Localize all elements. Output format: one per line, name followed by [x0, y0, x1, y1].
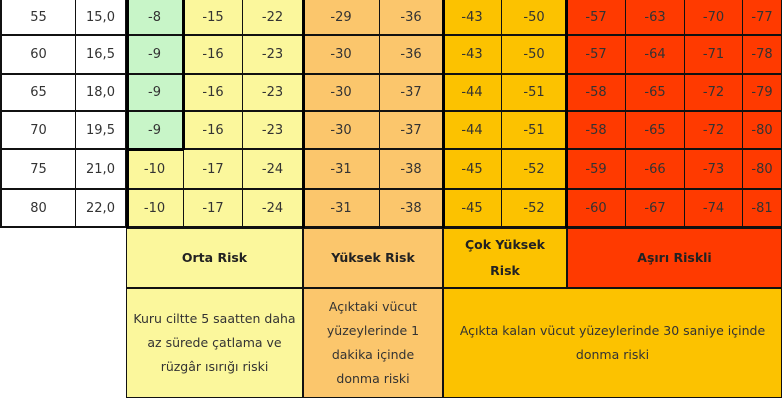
temperature-cell: 18,0	[76, 75, 126, 112]
wind-chill-cell: -77	[743, 0, 782, 36]
wind-chill-cell: -65	[626, 75, 685, 112]
risk-zone-divider	[442, 0, 445, 228]
wind-chill-cell: -58	[567, 75, 626, 112]
wind-chill-cell: -79	[743, 75, 782, 112]
wind-chill-cell: -16	[184, 36, 243, 75]
wind-speed-cell: 80	[0, 190, 76, 228]
wind-chill-cell: -24	[243, 150, 303, 190]
wind-chill-cell: -36	[380, 36, 443, 75]
wind-chill-cell: -45	[443, 190, 502, 228]
wind-chill-cell: -71	[685, 36, 743, 75]
wind-chill-cell: -9	[126, 112, 184, 150]
wind-chill-cell: -23	[243, 75, 303, 112]
wind-chill-cell: -23	[243, 36, 303, 75]
wind-chill-cell: -17	[184, 190, 243, 228]
legend-yuksek-description: Açıktaki vücut yüzeylerinde 1 dakika içi…	[303, 288, 443, 398]
wind-chill-cell: -81	[743, 190, 782, 228]
wind-chill-cell: -37	[380, 112, 443, 150]
legend-orta-description: Kuru ciltte 5 saatten daha az sürede çat…	[126, 288, 303, 398]
wind-speed-cell: 70	[0, 112, 76, 150]
wind-chill-cell: -10	[126, 190, 184, 228]
wind-chill-cell: -44	[443, 75, 502, 112]
temperature-cell: 22,0	[76, 190, 126, 228]
wind-chill-cell: -16	[184, 75, 243, 112]
risk-zone-divider	[302, 0, 305, 228]
wind-chill-cell: -58	[567, 112, 626, 150]
risk-zone-divider	[182, 0, 185, 150]
legend-yuksek-risk: Yüksek Risk	[303, 228, 443, 288]
wind-chill-cell: -43	[443, 36, 502, 75]
wind-chill-cell: -43	[443, 0, 502, 36]
wind-chill-cell: -38	[380, 150, 443, 190]
wind-chill-cell: -38	[380, 190, 443, 228]
wind-speed-cell: 60	[0, 36, 76, 75]
wind-chill-cell: -59	[567, 150, 626, 190]
wind-chill-cell: -31	[303, 190, 380, 228]
wind-chill-cell: -8	[126, 0, 184, 36]
wind-chill-cell: -30	[303, 75, 380, 112]
wind-chill-cell: -31	[303, 150, 380, 190]
wind-chill-cell: -9	[126, 36, 184, 75]
wind-chill-cell: -36	[380, 0, 443, 36]
wind-chill-cell: -9	[126, 75, 184, 112]
wind-chill-cell: -67	[626, 190, 685, 228]
wind-chill-cell: -60	[567, 190, 626, 228]
wind-chill-cell: -70	[685, 0, 743, 36]
legend-asiri-description: Açıkta kalan vücut yüzeylerinde 30 saniy…	[443, 288, 782, 398]
wind-chill-cell: -50	[502, 36, 567, 75]
legend-asiri-riskli: Aşırı Riskli	[567, 228, 782, 288]
legend-orta-risk: Orta Risk	[126, 228, 303, 288]
wind-chill-cell: -16	[184, 112, 243, 150]
wind-chill-cell: -22	[243, 0, 303, 36]
wind-chill-cell: -66	[626, 150, 685, 190]
wind-chill-cell: -78	[743, 36, 782, 75]
legend-cok-yuksek-risk: Çok Yüksek Risk	[443, 228, 567, 288]
wind-chill-cell: -10	[126, 150, 184, 190]
temperature-cell: 21,0	[76, 150, 126, 190]
wind-chill-cell: -37	[380, 75, 443, 112]
wind-chill-cell: -51	[502, 112, 567, 150]
risk-zone-divider	[126, 148, 184, 151]
wind-chill-cell: -65	[626, 112, 685, 150]
wind-chill-cell: -74	[685, 190, 743, 228]
wind-chill-cell: -63	[626, 0, 685, 36]
wind-chill-cell: -29	[303, 0, 380, 36]
wind-chill-cell: -23	[243, 112, 303, 150]
wind-chill-cell: -80	[743, 150, 782, 190]
wind-chill-cell: -52	[502, 190, 567, 228]
wind-speed-cell: 55	[0, 0, 76, 36]
wind-chill-cell: -80	[743, 112, 782, 150]
wind-chill-cell: -51	[502, 75, 567, 112]
temperature-cell: 19,5	[76, 112, 126, 150]
wind-chill-cell: -73	[685, 150, 743, 190]
wind-chill-cell: -64	[626, 36, 685, 75]
wind-chill-cell: -57	[567, 0, 626, 36]
wind-chill-cell: -15	[184, 0, 243, 36]
wind-chill-cell: -50	[502, 0, 567, 36]
wind-chill-cell: -72	[685, 75, 743, 112]
wind-chill-cell: -57	[567, 36, 626, 75]
temperature-cell: 16,5	[76, 36, 126, 75]
risk-zone-divider	[126, 0, 129, 228]
wind-speed-cell: 75	[0, 150, 76, 190]
wind-chill-cell: -72	[685, 112, 743, 150]
wind-chill-cell: -17	[184, 150, 243, 190]
wind-chill-cell: -30	[303, 112, 380, 150]
risk-zone-divider	[565, 0, 568, 228]
wind-chill-cell: -30	[303, 36, 380, 75]
wind-chill-cell: -45	[443, 150, 502, 190]
wind-speed-cell: 65	[0, 75, 76, 112]
wind-chill-cell: -24	[243, 190, 303, 228]
wind-chill-cell: -44	[443, 112, 502, 150]
wind-chill-cell: -52	[502, 150, 567, 190]
temperature-cell: 15,0	[76, 0, 126, 36]
